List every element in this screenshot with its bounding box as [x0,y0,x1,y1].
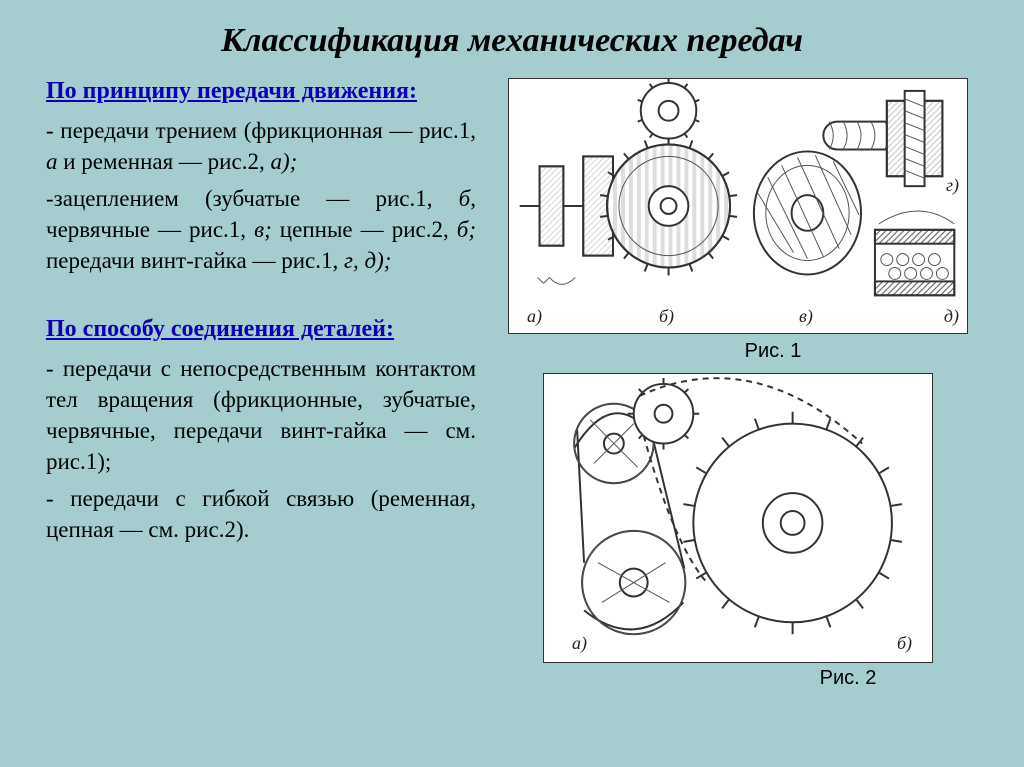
section1-item1: - передачи трением (фрикционная — рис.1,… [46,115,476,177]
text-column: По принципу передачи движения: - передач… [46,78,476,690]
em-b2: б; [457,217,476,242]
section2-item1: - передачи с непосредственным контактом … [46,353,476,477]
fig2-label-a: а) [572,633,587,654]
text: -зацеплением (зубчатые — рис.1, [46,186,459,211]
em-b: б [459,186,471,211]
text: цепные — рис.2, [272,217,457,242]
fig1-g-icon [887,91,943,186]
text: и ременная — рис.2, [58,149,271,174]
figure-2: а) б) [543,373,933,663]
em-gd: г, д); [344,248,391,273]
figure-2-caption: Рис. 2 [820,667,877,690]
text: - передачи трением (фрикционная — рис.1, [46,118,476,143]
section1-heading: По принципу передачи движения: [46,78,476,105]
fig1-b-icon [600,79,737,275]
fig1-label-a: а) [527,306,542,327]
em-a: а [46,149,58,174]
fig1-label-v: в) [799,306,813,327]
em-a2: а); [270,149,297,174]
fig1-label-b: б) [659,306,674,327]
fig1-label-d: д) [944,306,959,327]
fig1-label-g: г) [946,175,959,196]
figure-1-caption: Рис. 1 [745,340,802,363]
fig1-d-icon [875,211,954,295]
figure-column: а) б) в) г) д) Рис. 1 [498,78,978,690]
section2-heading: По способу соединения деталей: [46,316,476,343]
content-row: По принципу передачи движения: - передач… [0,78,1024,690]
text: передачи винт-гайка — рис.1, [46,248,344,273]
section2-item2: - передачи с гибкой связью (ременная, це… [46,483,476,545]
em-v: в; [254,217,272,242]
section1-item2: -зацеплением (зубчатые — рис.1, б, червя… [46,183,476,276]
page-title: Классификация механических передач [0,0,1024,78]
figure-1: а) б) в) г) д) [508,78,968,334]
fig2-label-b: б) [897,633,912,654]
